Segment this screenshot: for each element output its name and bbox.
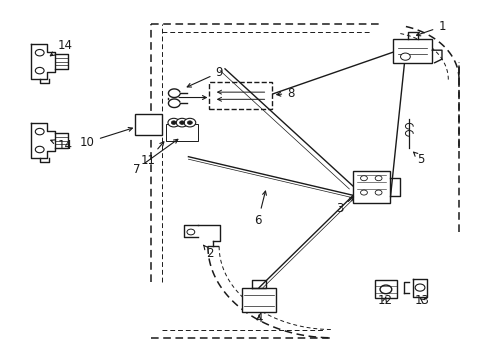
Bar	[374, 280, 396, 298]
Circle shape	[379, 285, 391, 294]
Circle shape	[35, 49, 44, 56]
Circle shape	[187, 121, 192, 125]
Circle shape	[374, 190, 381, 195]
Circle shape	[179, 121, 184, 125]
Text: 1: 1	[416, 20, 445, 36]
Text: 5: 5	[413, 152, 424, 166]
Text: 2: 2	[203, 245, 214, 260]
Circle shape	[186, 229, 194, 235]
Text: 6: 6	[254, 191, 266, 227]
Text: 13: 13	[414, 294, 429, 307]
Circle shape	[183, 118, 195, 127]
Text: 7: 7	[132, 139, 178, 176]
Text: 9: 9	[187, 66, 223, 87]
Circle shape	[35, 129, 44, 135]
Bar	[352, 171, 389, 203]
Text: 3: 3	[335, 197, 353, 215]
Circle shape	[400, 53, 409, 60]
Text: 4: 4	[255, 311, 263, 325]
Text: 8: 8	[276, 87, 294, 100]
Text: 14: 14	[50, 39, 72, 56]
Text: 11: 11	[140, 142, 163, 167]
Circle shape	[35, 67, 44, 74]
Text: 10: 10	[80, 127, 132, 149]
Circle shape	[171, 121, 176, 125]
Circle shape	[360, 176, 366, 181]
Bar	[242, 288, 276, 312]
Text: 14: 14	[51, 139, 72, 152]
Circle shape	[374, 176, 381, 181]
Text: 12: 12	[377, 294, 392, 307]
Circle shape	[176, 118, 187, 127]
Circle shape	[360, 190, 366, 195]
Circle shape	[167, 118, 179, 127]
Circle shape	[35, 146, 44, 153]
Bar	[135, 114, 161, 135]
Bar	[166, 125, 198, 140]
Bar	[392, 40, 431, 63]
Bar	[208, 82, 272, 109]
Circle shape	[414, 284, 424, 291]
